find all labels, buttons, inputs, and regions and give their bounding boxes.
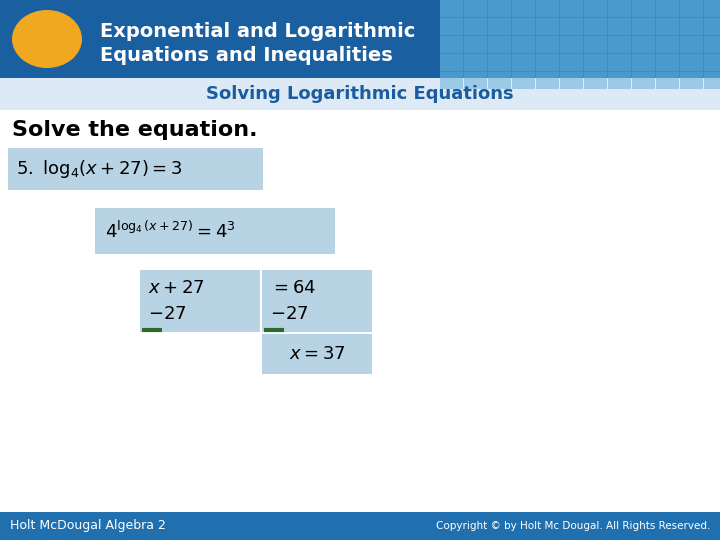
Bar [512, 36, 535, 53]
Text: Solve the equation.: Solve the equation. [12, 120, 258, 140]
Bar [656, 72, 679, 89]
Bar [704, 18, 720, 35]
Bar [680, 18, 703, 35]
Bar [464, 0, 487, 17]
Bar [512, 0, 535, 17]
Bar [584, 18, 607, 35]
Bar [704, 54, 720, 71]
Bar [680, 0, 703, 17]
Bar [0, 512, 720, 540]
Bar [464, 36, 487, 53]
Bar [464, 72, 487, 89]
Bar [512, 72, 535, 89]
Bar [608, 36, 631, 53]
Text: Copyright © by Holt Mc Dougal. All Rights Reserved.: Copyright © by Holt Mc Dougal. All Right… [436, 521, 710, 531]
Bar [680, 36, 703, 53]
Bar [440, 36, 463, 53]
Bar [8, 148, 263, 190]
Bar [536, 72, 559, 89]
Bar [560, 0, 583, 17]
Bar [488, 0, 511, 17]
Bar [440, 18, 463, 35]
Bar [608, 54, 631, 71]
Bar [632, 72, 655, 89]
Bar [488, 54, 511, 71]
Bar [488, 18, 511, 35]
Bar [632, 54, 655, 71]
Bar [440, 72, 463, 89]
Bar [262, 334, 372, 374]
Bar [440, 0, 720, 78]
Text: Solving Logarithmic Equations: Solving Logarithmic Equations [206, 85, 514, 103]
Bar [584, 0, 607, 17]
Text: $-27$: $-27$ [148, 305, 186, 323]
Bar [464, 54, 487, 71]
Text: $5.\ \log_4\!\left(x+27\right)=3$: $5.\ \log_4\!\left(x+27\right)=3$ [16, 158, 182, 180]
Text: $=64$: $=64$ [270, 279, 316, 297]
Bar [608, 18, 631, 35]
Bar [560, 72, 583, 89]
Bar [560, 18, 583, 35]
Bar [608, 72, 631, 89]
Bar [140, 270, 260, 332]
Text: Exponential and Logarithmic: Exponential and Logarithmic [100, 22, 415, 41]
Bar [632, 18, 655, 35]
Ellipse shape [12, 10, 82, 68]
Text: Holt McDougal Algebra 2: Holt McDougal Algebra 2 [10, 519, 166, 532]
Bar [560, 36, 583, 53]
Bar [512, 54, 535, 71]
Text: $x+27$: $x+27$ [148, 279, 204, 297]
Bar [536, 54, 559, 71]
Text: $-27$: $-27$ [270, 305, 309, 323]
Bar [488, 36, 511, 53]
Text: $x=37$: $x=37$ [289, 345, 346, 363]
Bar [608, 0, 631, 17]
Bar [536, 18, 559, 35]
Bar [704, 36, 720, 53]
Bar [262, 270, 372, 332]
Bar [488, 72, 511, 89]
Text: Equations and Inequalities: Equations and Inequalities [100, 46, 392, 65]
Bar [656, 18, 679, 35]
Bar [0, 78, 720, 110]
Bar [584, 36, 607, 53]
Bar [632, 36, 655, 53]
Text: $4^{\log_4(x+27)}=4^3$: $4^{\log_4(x+27)}=4^3$ [105, 220, 236, 241]
Bar [584, 54, 607, 71]
Bar [560, 54, 583, 71]
Bar [656, 0, 679, 17]
Bar [512, 18, 535, 35]
Bar [95, 208, 335, 254]
Bar [536, 0, 559, 17]
Bar [704, 72, 720, 89]
Bar [656, 54, 679, 71]
Bar [680, 72, 703, 89]
Bar [0, 0, 440, 78]
Bar [536, 36, 559, 53]
Bar [584, 72, 607, 89]
Bar [704, 0, 720, 17]
Bar [440, 0, 463, 17]
Bar [632, 0, 655, 17]
Bar [680, 54, 703, 71]
Bar [464, 18, 487, 35]
Bar [440, 54, 463, 71]
Bar [656, 36, 679, 53]
